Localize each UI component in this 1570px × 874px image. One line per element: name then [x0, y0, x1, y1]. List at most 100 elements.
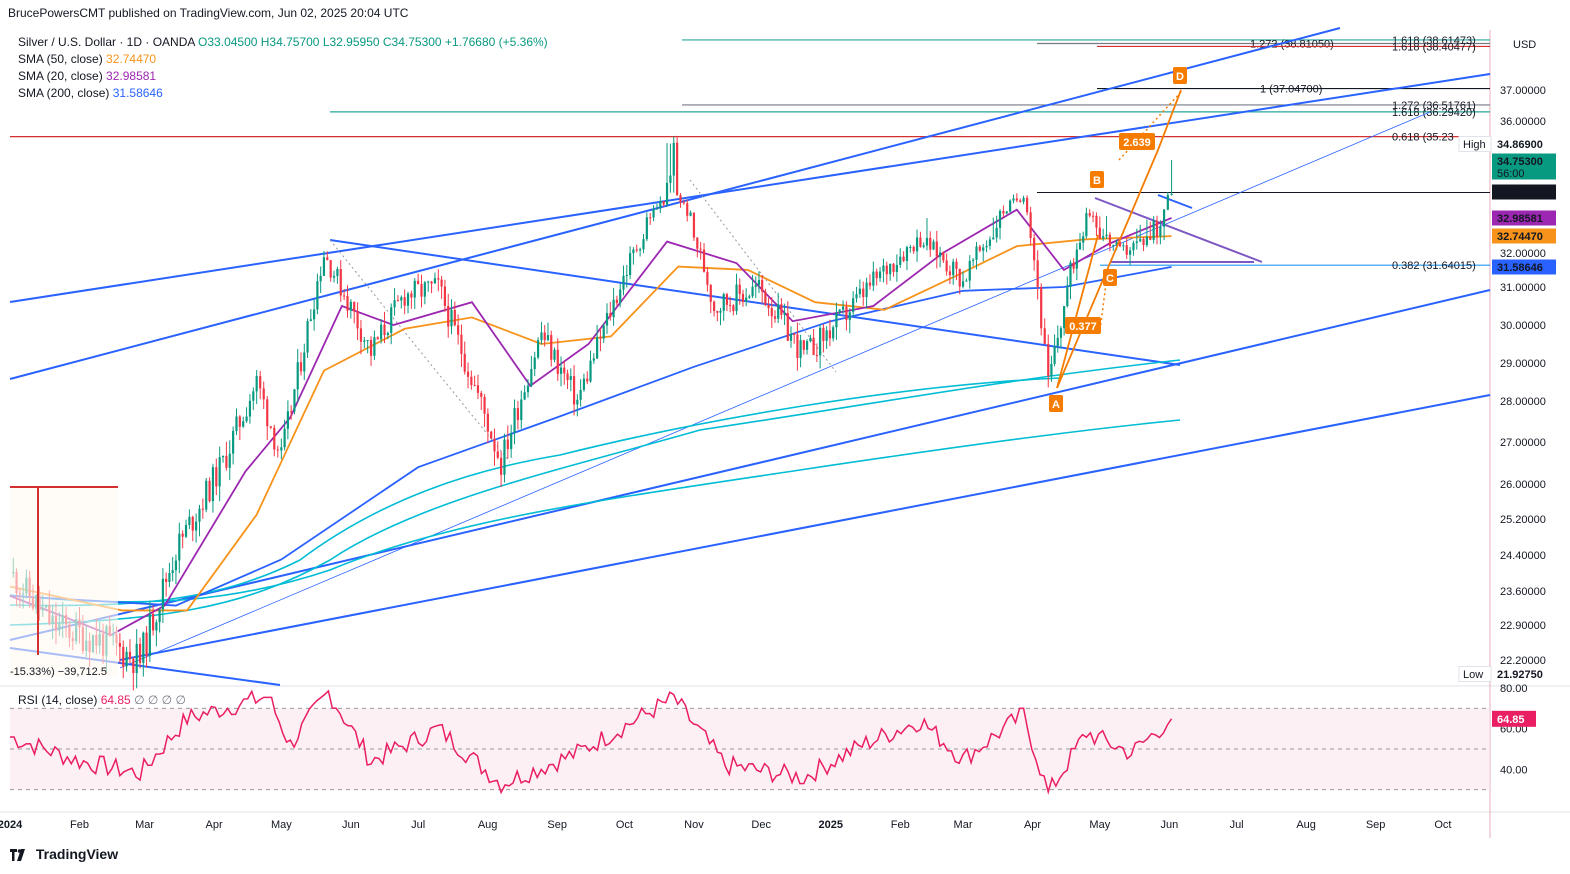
- candle-body: [543, 332, 546, 341]
- candle-body: [221, 455, 225, 458]
- candle-body: [952, 261, 955, 276]
- candle-body: [366, 339, 369, 341]
- candle-body: [773, 316, 777, 319]
- candle-body: [460, 334, 463, 354]
- candle-body: [1105, 234, 1108, 237]
- candle-body: [780, 304, 783, 315]
- candle-body: [336, 268, 339, 276]
- candle-body: [128, 651, 132, 659]
- rsi-value: 64.85: [100, 693, 131, 707]
- chart-frame: [0, 30, 1570, 838]
- tradingview-brand[interactable]: TradingView: [10, 846, 118, 862]
- sma200-label: SMA (200, close): [18, 86, 110, 100]
- fib-label: 0.382 (31.64015): [1392, 260, 1476, 272]
- time-axis[interactable]: 2024 Feb Mar Apr May Jun Jul Aug Sep Oct Nov Dec 202…: [0, 819, 1451, 831]
- candle-body: [975, 246, 978, 260]
- price-tag-box: [1492, 184, 1556, 200]
- rsi-label: RSI (14, close): [18, 693, 98, 707]
- candle-body: [303, 352, 306, 372]
- rsi-legend[interactable]: RSI (14, close) 64.85 ∅ ∅ ∅ ∅: [18, 693, 186, 707]
- candle-body: [932, 241, 935, 250]
- legend-sma50-row[interactable]: SMA (50, close) 32.74470: [18, 51, 548, 68]
- candle-body: [319, 275, 322, 282]
- candle-body: [719, 310, 722, 313]
- candle-body: [832, 327, 835, 339]
- candle-body: [1095, 215, 1098, 228]
- candle-body: [992, 237, 995, 240]
- candle-body: [929, 237, 932, 250]
- candle-body: [935, 241, 938, 257]
- candle-body: [473, 385, 476, 387]
- candle-body: [965, 280, 968, 282]
- candle-body: [343, 295, 346, 297]
- candle-body: [245, 416, 248, 422]
- candle-body: [413, 280, 416, 298]
- price-tag-box: [1492, 259, 1556, 275]
- candle-body: [346, 296, 349, 311]
- candle-body: [283, 428, 286, 448]
- candle-body: [862, 288, 865, 298]
- abcd-pattern: A B C D 2.639 0.377: [1049, 67, 1187, 412]
- candle-body: [805, 341, 809, 350]
- fib-label: 1.272 (38.81050): [1250, 39, 1334, 51]
- time-tick-label: Jul: [411, 819, 425, 831]
- candle-body: [1012, 198, 1015, 201]
- candle-body: [1102, 236, 1105, 239]
- candle-body: [457, 325, 460, 335]
- candle-body: [490, 431, 493, 439]
- candle-body: [783, 313, 786, 315]
- moving-averages: [9, 208, 1172, 636]
- price-tick-label: 23.60000: [1500, 586, 1546, 598]
- candle-body: [642, 239, 645, 250]
- legend-sma20-row[interactable]: SMA (20, close) 32.98581: [18, 68, 548, 85]
- candle-body: [313, 309, 316, 320]
- candle-body: [218, 457, 221, 487]
- candle-body: [858, 288, 861, 295]
- abcd-point-box: [1049, 395, 1063, 412]
- legend-sma200-row[interactable]: SMA (200, close) 31.58646: [18, 85, 548, 102]
- time-tick-label: Feb: [891, 819, 910, 831]
- candle-body: [1047, 343, 1050, 376]
- candle-body: [376, 337, 379, 340]
- ohlc-values: O33.04500 H34.75700 L32.95950 C34.75300 …: [198, 35, 548, 49]
- candle-body: [526, 385, 530, 393]
- symbol-name[interactable]: Silver / U.S. Dollar · 1D · OANDA: [18, 35, 195, 49]
- candle-body: [1022, 197, 1025, 202]
- price-axis[interactable]: USD 37.00000 36.00000 32.00000 31.00000 30.00…: [1458, 39, 1556, 776]
- candle-body: [369, 339, 373, 356]
- candle-body: [1072, 262, 1075, 269]
- candle-body: [645, 217, 648, 240]
- cyan-curve: [9, 377, 1061, 607]
- candle-body: [142, 632, 145, 663]
- candle-body: [316, 281, 319, 310]
- measure-label: -15.33%) −39,712.5: [10, 666, 107, 678]
- fib-label: 1.618 (38.40477): [1392, 41, 1476, 53]
- candle-body: [530, 369, 533, 386]
- rsi-line: [9, 689, 1173, 795]
- time-tick-label: Feb: [70, 819, 89, 831]
- candle-body: [496, 451, 499, 458]
- candle-body: [1098, 227, 1101, 239]
- candle-body: [602, 325, 605, 339]
- rsi-value-tag: 64.85: [1497, 714, 1525, 726]
- candle-body: [329, 260, 332, 278]
- candle-body: [1002, 210, 1005, 214]
- candle-body: [393, 300, 396, 308]
- candle-body: [822, 327, 825, 341]
- candle-body: [299, 362, 303, 372]
- candle-body: [945, 260, 948, 272]
- candle-body: [1033, 237, 1036, 261]
- candle-body: [198, 508, 201, 522]
- candle-body: [290, 411, 293, 413]
- candle-body: [563, 367, 566, 374]
- price-tag-box: [1492, 210, 1556, 226]
- candle-body: [1166, 194, 1169, 210]
- candle-body: [174, 560, 178, 571]
- candle-body: [540, 332, 543, 341]
- flag-line: [1157, 194, 1193, 209]
- abcd-dotted: [1099, 267, 1109, 331]
- candle-body: [259, 376, 262, 389]
- candle-body: [135, 643, 138, 674]
- candle-body: [754, 285, 757, 287]
